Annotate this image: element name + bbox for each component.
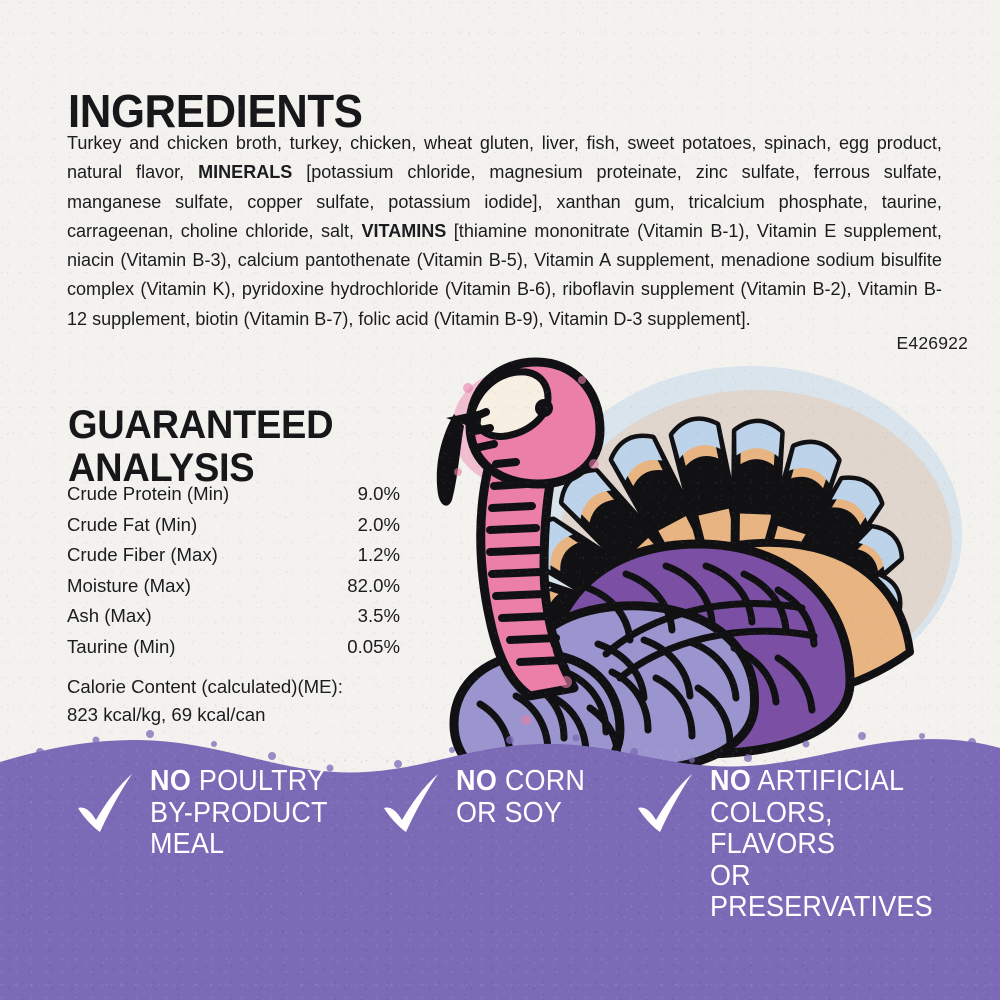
ga-row-label: Crude Protein (Min) <box>67 483 230 504</box>
claim-prefix: NO <box>710 765 752 797</box>
ga-row-label: Ash (Max) <box>67 605 152 626</box>
guaranteed-analysis-row: Crude Fat (Min) 2.0% <box>67 514 400 545</box>
lot-code: E426922 <box>896 333 968 353</box>
claim-text: NO ARTIFICIAL COLORS, FLAVORS OR PRESERV… <box>710 762 946 924</box>
turkey-illustration <box>398 352 1000 792</box>
claim-line-1: POULTRY <box>198 765 326 797</box>
claim-line-2: COLORS, FLAVORS <box>710 796 836 860</box>
calorie-line-1: Calorie Content (calculated)(ME): <box>67 676 343 697</box>
ga-row-value: 2.0% <box>357 513 400 535</box>
claim-prefix: NO <box>456 765 498 797</box>
ingredients-text-run: Turkey and chicken broth, turkey, chicke… <box>67 132 942 183</box>
calorie-line-2: 823 kcal/kg, 69 kcal/can <box>67 704 266 725</box>
guaranteed-analysis-row: Moisture (Max) 82.0% <box>67 575 400 606</box>
guaranteed-analysis-row: Crude Fiber (Max) 1.2% <box>67 544 400 575</box>
claim-no-poultry-by-product-meal: NO POULTRY BY-PRODUCT MEAL <box>74 762 374 861</box>
checkmark-icon <box>74 768 136 838</box>
guaranteed-analysis-heading: GUARANTEED ANALYSIS <box>68 403 334 491</box>
calorie-content: Calorie Content (calculated)(ME): 823 kc… <box>67 673 343 729</box>
claim-prefix: NO <box>150 765 192 797</box>
ga-row-label: Moisture (Max) <box>67 574 191 596</box>
claim-line-1: CORN <box>504 765 586 797</box>
ingredients-text-run: [thiamine mononitrate (Vitamin B-1), Vit… <box>67 219 942 329</box>
guaranteed-analysis-row: Ash (Max) 3.5% <box>67 605 400 636</box>
ingredients-group-heading: VITAMINS <box>361 219 447 241</box>
ga-heading-line-2: ANALYSIS <box>68 446 255 491</box>
ga-row-label: Taurine (Min) <box>67 635 176 657</box>
pink-speckles <box>454 376 599 760</box>
banner-wave-shape <box>0 700 1000 1000</box>
ga-row-label: Crude Fiber (Max) <box>67 544 218 565</box>
claim-no-artificial-colors-flavors-preservatives: NO ARTIFICIAL COLORS, FLAVORS OR PRESERV… <box>634 762 964 924</box>
checkmark-icon <box>634 768 696 838</box>
ga-row-value: 0.05% <box>347 635 400 657</box>
claim-line-3: MEAL <box>150 828 225 860</box>
claim-line-2: BY-PRODUCT <box>150 796 328 829</box>
guaranteed-analysis-table: Crude Protein (Min) 9.0% Crude Fat (Min) 2.… <box>67 483 400 666</box>
ga-heading-line-1: GUARANTEED <box>68 403 334 448</box>
guaranteed-analysis-row: Taurine (Min) 0.05% <box>67 636 400 667</box>
claim-no-corn-or-soy: NO CORN OR SOY <box>380 762 630 838</box>
ga-row-value: 1.2% <box>357 544 400 565</box>
claim-text: NO CORN OR SOY <box>456 762 585 829</box>
ga-row-value: 3.5% <box>357 605 400 626</box>
ga-row-value: 82.0% <box>347 574 400 596</box>
claim-line-1: ARTIFICIAL <box>757 765 905 797</box>
ga-row-value: 9.0% <box>357 483 400 504</box>
ga-row-label: Crude Fat (Min) <box>67 513 198 535</box>
ingredients-heading: INGREDIENTS <box>68 84 363 137</box>
claim-line-2: OR SOY <box>456 796 563 829</box>
guaranteed-analysis-row: Crude Protein (Min) 9.0% <box>67 483 400 514</box>
claim-line-3: OR PRESERVATIVES <box>710 859 933 923</box>
ingredients-body: Turkey and chicken broth, turkey, chicke… <box>67 128 942 333</box>
ingredients-group-heading: MINERALS <box>198 161 293 183</box>
claims-row: NO POULTRY BY-PRODUCT MEAL NO CORN OR SO… <box>0 762 1000 924</box>
claim-text: NO POULTRY BY-PRODUCT MEAL <box>150 762 328 861</box>
claims-banner: NO POULTRY BY-PRODUCT MEAL NO CORN OR SO… <box>0 700 1000 1000</box>
checkmark-icon <box>380 768 442 838</box>
turkey-head-and-neck <box>436 357 605 701</box>
ingredients-text-run: [potassium chloride, magnesium proteinat… <box>67 161 942 241</box>
